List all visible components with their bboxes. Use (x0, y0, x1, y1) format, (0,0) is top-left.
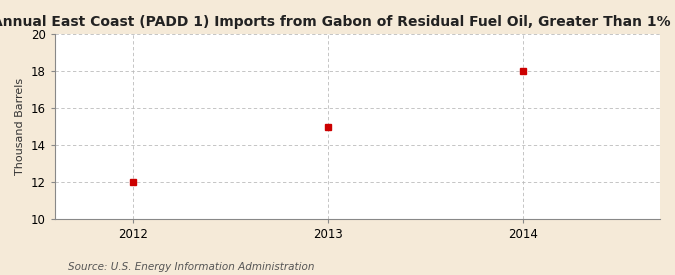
Text: Source: U.S. Energy Information Administration: Source: U.S. Energy Information Administ… (68, 262, 314, 272)
Y-axis label: Thousand Barrels: Thousand Barrels (15, 78, 25, 175)
Title: Annual East Coast (PADD 1) Imports from Gabon of Residual Fuel Oil, Greater Than: Annual East Coast (PADD 1) Imports from … (0, 15, 675, 29)
